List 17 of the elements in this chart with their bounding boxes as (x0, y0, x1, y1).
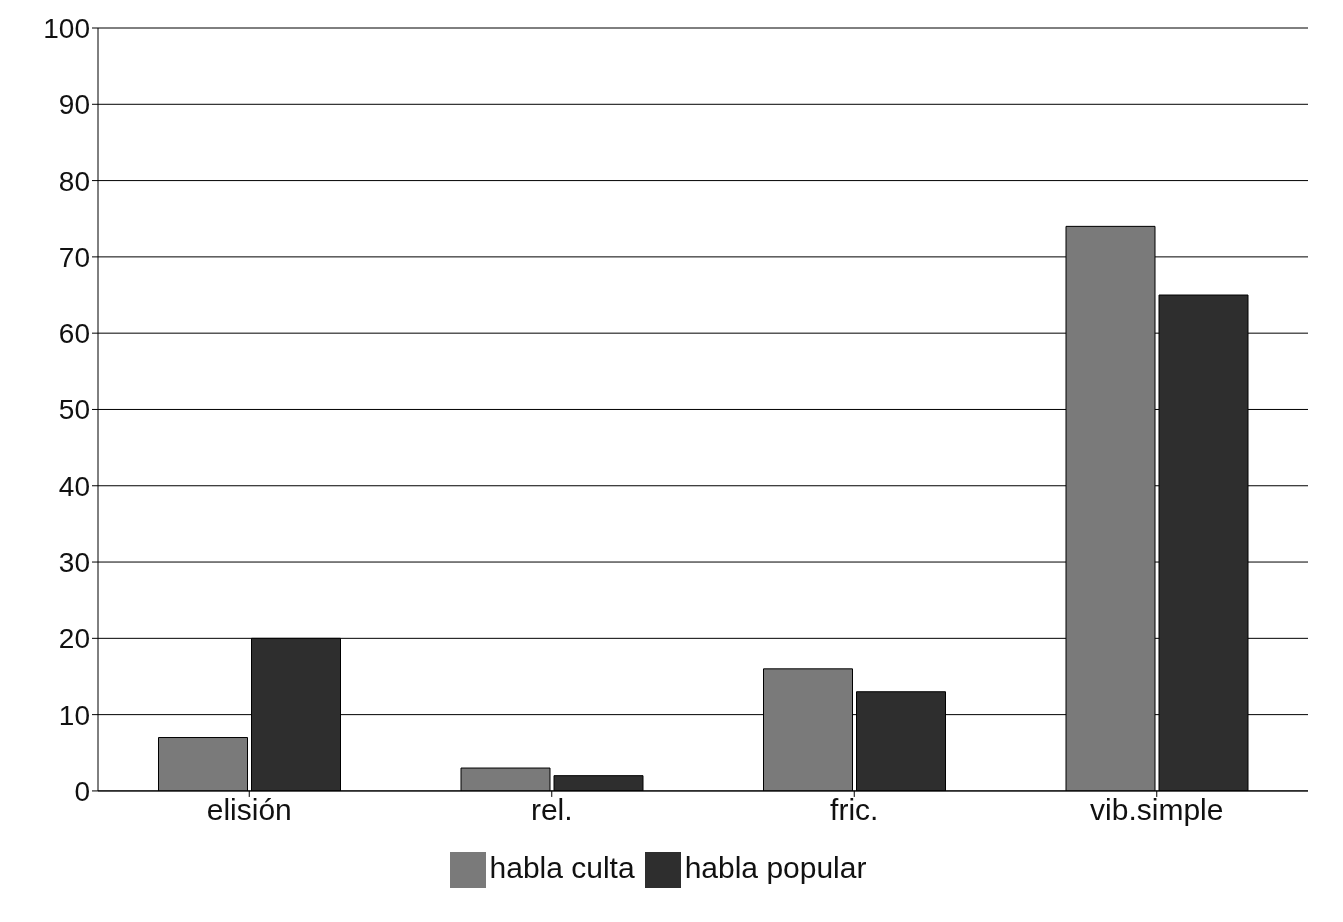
y-tick-label: 90 (58, 89, 90, 121)
x-tick-label: elisión (206, 793, 292, 827)
x-tick-label: rel. (530, 793, 573, 827)
y-tick-label: 50 (58, 394, 90, 426)
y-tick-label: 40 (58, 470, 90, 502)
y-tick-label: 0 (74, 775, 90, 807)
x-tick-label: vib.simple (1090, 793, 1224, 827)
legend-label: habla popular (684, 850, 867, 884)
y-tick-label: 80 (58, 165, 90, 197)
y-tick-label: 70 (58, 241, 90, 273)
y-tick-label: 100 (43, 12, 90, 44)
y-tick-label: 60 (58, 318, 90, 350)
x-tick-label: fric. (830, 793, 879, 827)
y-tick-label: 20 (58, 623, 90, 655)
y-tick-label: 30 (58, 546, 90, 578)
legend-label: habla culta (489, 850, 635, 884)
y-tick-label: 10 (58, 699, 90, 731)
